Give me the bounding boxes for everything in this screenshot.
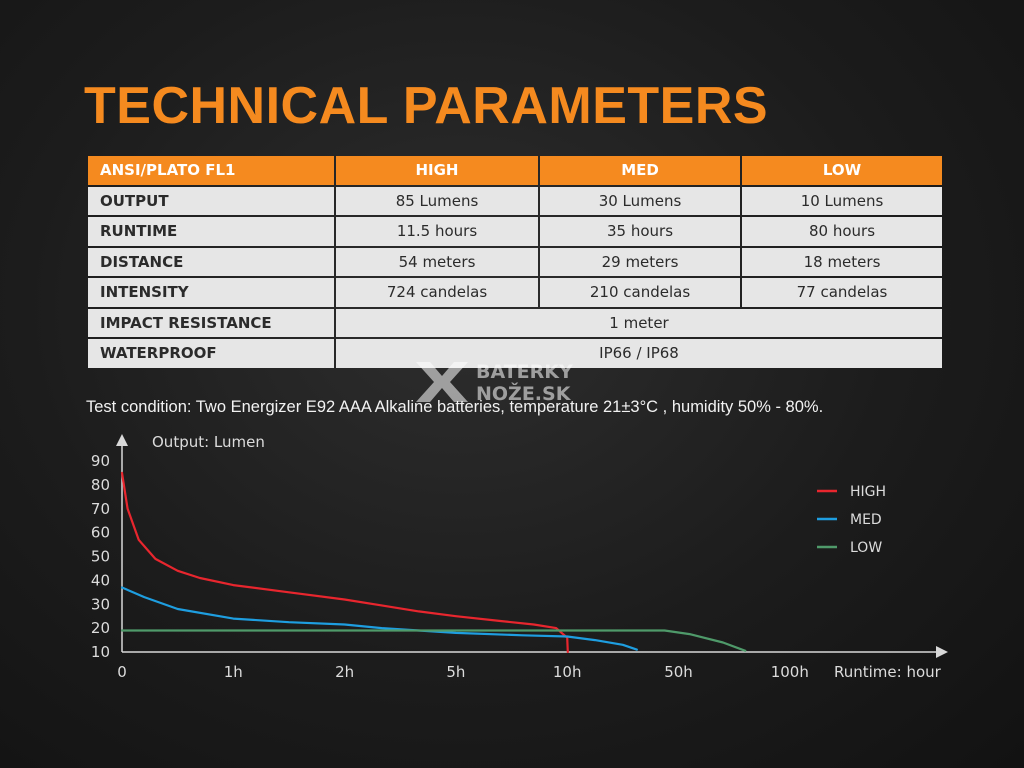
cell-waterproof-value: IP66 / IP68 xyxy=(336,339,942,368)
legend-label-high: HIGH xyxy=(850,484,886,500)
series-line-high xyxy=(120,471,569,654)
x-tick-label: 2h xyxy=(335,663,354,681)
cell-low: 10 Lumens xyxy=(742,186,942,215)
cell-med: 30 Lumens xyxy=(540,186,740,215)
y-tick-label: 10 xyxy=(91,643,110,661)
y-tick-label: 30 xyxy=(91,595,110,613)
y-tick-label: 40 xyxy=(91,571,110,589)
y-tick-label: 80 xyxy=(91,476,110,494)
parameters-table: ANSI/PLATO FL1 HIGH MED LOW OUTPUT 85 Lu… xyxy=(86,154,944,370)
y-tick-label: 20 xyxy=(91,619,110,637)
test-condition-note: Test condition: Two Energizer E92 AAA Al… xyxy=(86,398,824,416)
table-row-intensity: INTENSITY 724 candelas 210 candelas 77 c… xyxy=(88,278,942,307)
legend-label-med: MED xyxy=(850,512,882,528)
header-cell-med: MED xyxy=(540,156,740,185)
cell-low: 80 hours xyxy=(742,217,942,246)
cell-high: 85 Lumens xyxy=(336,186,538,215)
y-tick-label: 50 xyxy=(91,548,110,566)
table-row-waterproof: WATERPROOF IP66 / IP68 xyxy=(88,339,942,368)
x-tick-label: 0 xyxy=(117,663,127,681)
y-tick-label: 70 xyxy=(91,500,110,518)
row-label: WATERPROOF xyxy=(88,339,334,368)
cell-high: 11.5 hours xyxy=(336,217,538,246)
table-row-distance: DISTANCE 54 meters 29 meters 18 meters xyxy=(88,247,942,276)
x-tick-label: 100h xyxy=(771,663,809,681)
y-tick-labels: 10 20 30 40 50 60 70 80 90 xyxy=(91,452,110,661)
x-axis-label: Runtime: hour xyxy=(834,663,942,681)
x-tick-label: 50h xyxy=(664,663,693,681)
cell-high: 54 meters xyxy=(336,247,538,276)
header-cell-standard: ANSI/PLATO FL1 xyxy=(88,156,334,185)
header-cell-high: HIGH xyxy=(336,156,538,185)
table-row-impact-resistance: IMPACT RESISTANCE 1 meter xyxy=(88,308,942,337)
series-line-med xyxy=(120,586,638,651)
cell-low: 77 candelas xyxy=(742,278,942,307)
x-tick-labels: 0 1h 2h 5h 10h 50h 100h xyxy=(117,663,809,681)
cell-impact-value: 1 meter xyxy=(336,308,942,337)
row-label: IMPACT RESISTANCE xyxy=(88,308,334,337)
cell-high: 724 candelas xyxy=(336,278,538,307)
row-label: RUNTIME xyxy=(88,217,334,246)
cell-med: 35 hours xyxy=(540,217,740,246)
legend: HIGH MED LOW xyxy=(817,484,886,556)
table-row-output: OUTPUT 85 Lumens 30 Lumens 10 Lumens xyxy=(88,186,942,215)
header-cell-low: LOW xyxy=(742,156,942,185)
series-lines xyxy=(120,471,747,654)
row-label: INTENSITY xyxy=(88,278,334,307)
row-label: OUTPUT xyxy=(88,186,334,215)
page-title: TECHNICAL PARAMETERS xyxy=(84,77,769,135)
x-tick-label: 5h xyxy=(446,663,465,681)
table-row-runtime: RUNTIME 11.5 hours 35 hours 80 hours xyxy=(88,217,942,246)
cell-low: 18 meters xyxy=(742,247,942,276)
x-tick-label: 1h xyxy=(224,663,243,681)
y-axis-label: Output: Lumen xyxy=(152,433,265,451)
legend-label-low: LOW xyxy=(850,540,882,556)
y-tick-label: 90 xyxy=(91,452,110,470)
x-tick-label: 10h xyxy=(553,663,582,681)
cell-med: 29 meters xyxy=(540,247,740,276)
y-tick-label: 60 xyxy=(91,524,110,542)
table-header-row: ANSI/PLATO FL1 HIGH MED LOW xyxy=(88,156,942,185)
series-line-low xyxy=(120,629,747,652)
cell-med: 210 candelas xyxy=(540,278,740,307)
row-label: DISTANCE xyxy=(88,247,334,276)
